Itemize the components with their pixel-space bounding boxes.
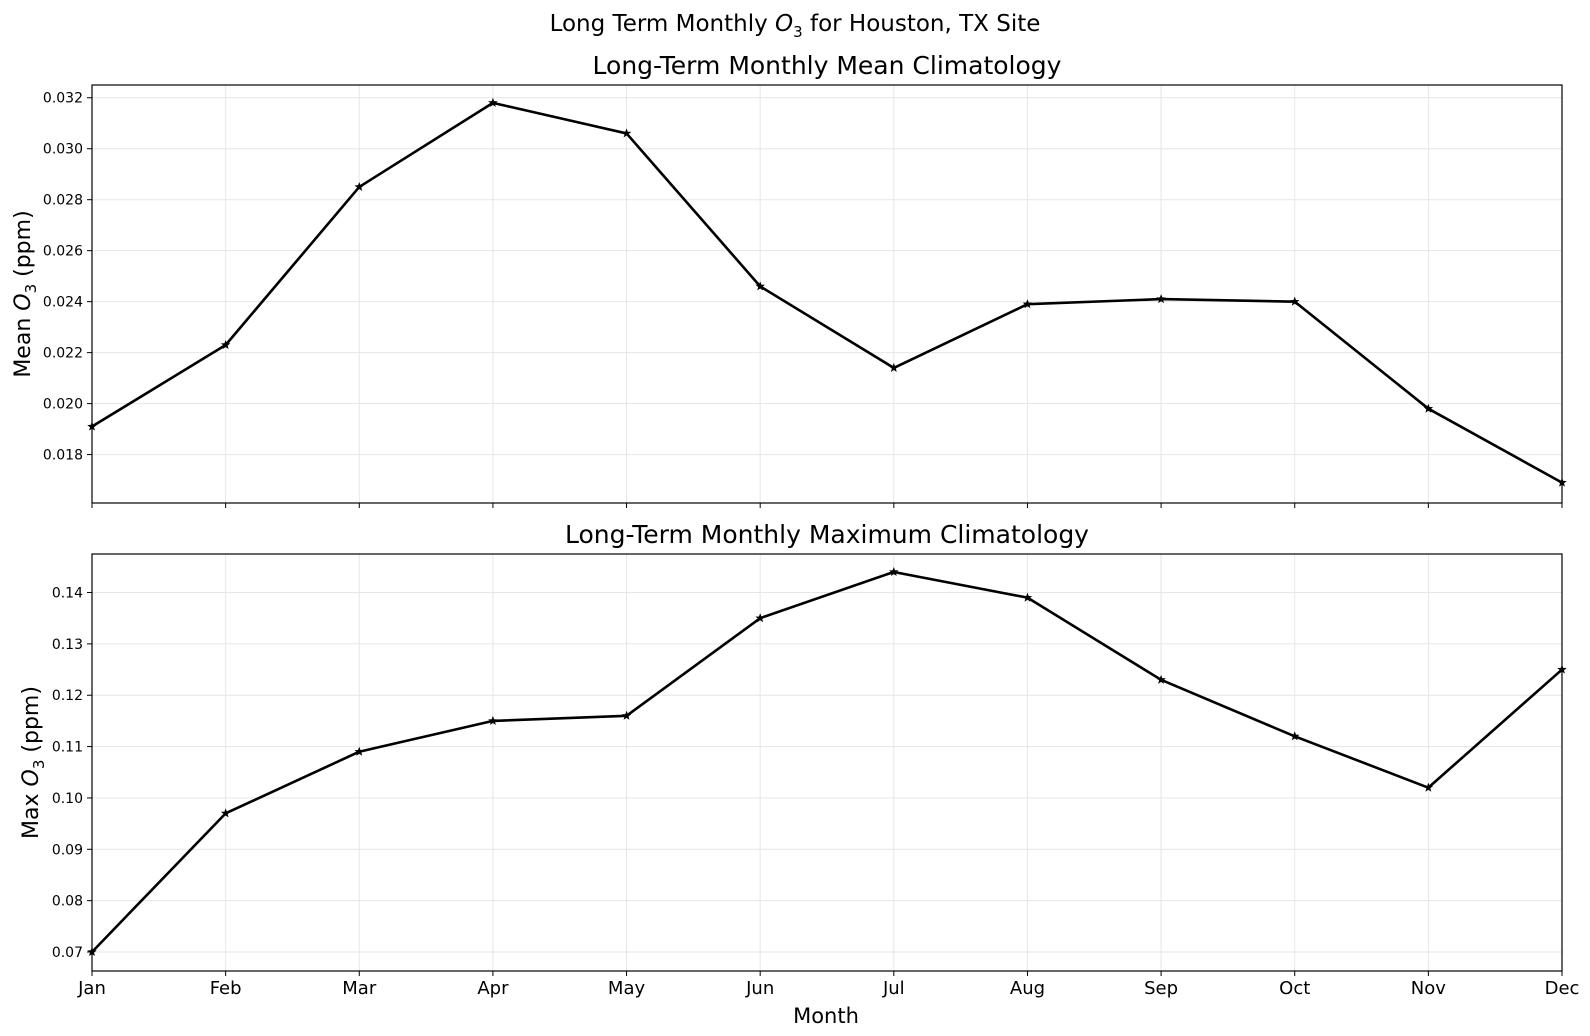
mean-series-line [91,101,1563,484]
figure-suptitle: Long Term Monthly O3 for Houston, TX Sit… [550,11,1041,41]
mean-data-point [1423,403,1434,413]
mean-data-point [1022,299,1033,309]
y-tick-label: 0.14 [52,586,83,602]
x-tick-label: Oct [1279,978,1310,999]
y-tick-label: 0.10 [52,791,83,807]
max-data-point [220,808,231,818]
max-data-point [1022,592,1033,602]
y-tick-label: 0.09 [52,842,83,858]
max-data-point [755,613,765,623]
y-tick-label: 0.022 [43,346,83,362]
y-tick-label: 0.11 [52,740,83,756]
max-data-point [354,746,365,756]
x-tick-label: May [608,978,646,999]
y-tick-label: 0.020 [43,397,83,413]
axes-frame [91,84,1563,504]
y-tick-label: 0.032 [43,91,83,107]
max-data-point [621,710,632,720]
y-tick-label: 0.026 [43,244,83,260]
axes-frame [91,553,1563,972]
max-data-point [1423,782,1434,792]
max-y-axis-label: Max O3 (ppm) [19,686,48,839]
mean-data-point [220,339,231,350]
y-tick-label: 0.030 [43,142,83,158]
x-tick-label: Sep [1144,978,1178,999]
y-tick-label: 0.028 [43,193,83,209]
max-data-point [889,566,899,577]
mean-data-point [1156,294,1166,304]
y-tick-label: 0.12 [52,688,83,704]
max-climatology-panel: 0.07 0.08 0.09 0.10 0.11 0.12 0.13 0.14 Jan Feb Ma… [19,520,1579,999]
x-tick-label: Aug [1010,978,1045,999]
mean-climatology-panel: 0.018 0.020 0.022 0.024 0.026 0.028 0.030 0.032… [11,51,1567,508]
mean-data-point [889,362,899,372]
mean-data-point [755,281,765,291]
mean-y-axis-label: Mean O3 (ppm) [11,210,40,377]
mean-panel-title: Long-Term Monthly Mean Climatology [593,51,1062,80]
max-panel-title: Long-Term Monthly Maximum Climatology [565,520,1089,549]
x-tick-label: Jan [77,978,106,999]
x-tick-label: Jul [882,978,905,999]
max-data-point [1289,731,1300,741]
mean-data-point [354,181,365,191]
max-series-line [91,570,1563,953]
y-tick-label: 0.13 [52,637,83,653]
y-tick-label: 0.024 [43,295,83,311]
y-tick-label: 0.08 [52,894,83,910]
x-tick-label: Nov [1411,978,1446,999]
x-tick-label: Jun [745,978,774,999]
y-tick-label: 0.07 [52,945,83,961]
x-axis-label: Month [793,1004,859,1028]
y-tick-label: 0.018 [43,448,83,464]
max-data-point [1156,674,1166,684]
x-tick-label: Feb [210,978,242,999]
mean-data-point [488,97,498,107]
x-tick-label: Mar [342,978,377,999]
mean-data-point [1289,296,1300,306]
x-tick-label: Apr [477,978,509,999]
mean-data-point [621,128,632,138]
max-data-point [488,715,498,725]
x-tick-label: Dec [1545,978,1580,999]
